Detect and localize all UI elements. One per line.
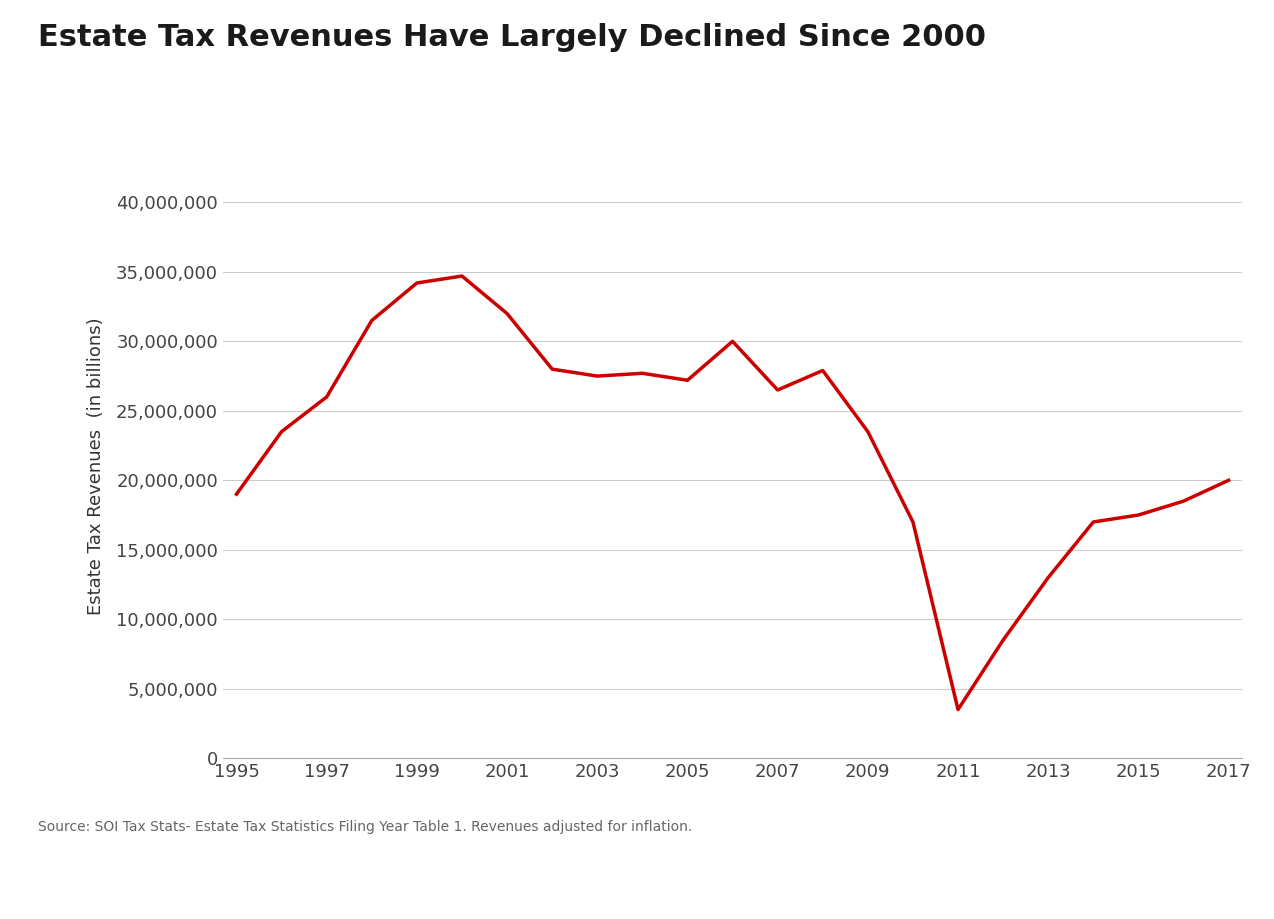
Text: Estate Tax Revenues Have Largely Declined Since 2000: Estate Tax Revenues Have Largely Decline… xyxy=(38,23,986,52)
Text: TAX FOUNDATION: TAX FOUNDATION xyxy=(23,875,229,894)
Y-axis label: Estate Tax Revenues  (in billions): Estate Tax Revenues (in billions) xyxy=(87,318,104,615)
Text: Source: SOI Tax Stats- Estate Tax Statistics Filing Year Table 1. Revenues adjus: Source: SOI Tax Stats- Estate Tax Statis… xyxy=(38,820,693,834)
Text: @TaxFoundation: @TaxFoundation xyxy=(1059,875,1251,894)
